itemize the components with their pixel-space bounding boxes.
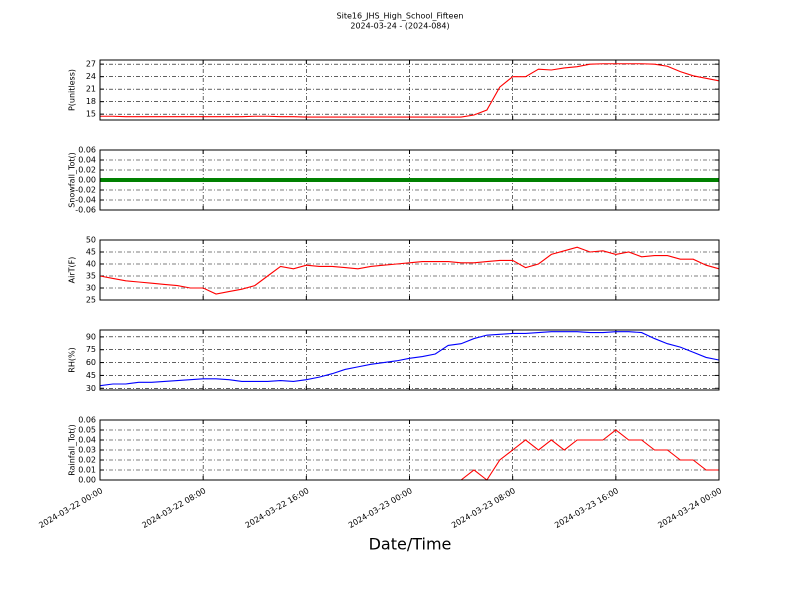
x-axis-label: Date/Time <box>369 535 452 554</box>
y-tick-label: 30 <box>86 284 96 293</box>
axes-frame <box>99 329 720 391</box>
x-tick-label: 2024-03-22 00:00 <box>37 486 104 530</box>
y-tick-label: 0.00 <box>78 476 96 485</box>
y-axis-label: RH(%) <box>68 347 77 372</box>
y-tick-label: 15 <box>86 110 96 119</box>
y-tick-label: -0.06 <box>75 206 96 215</box>
x-tick-label: 2024-03-22 16:00 <box>244 486 311 530</box>
axes-frame <box>99 59 720 121</box>
y-tick-label: -0.04 <box>75 196 96 205</box>
y-tick-label: 90 <box>86 332 96 341</box>
axes-frame <box>99 149 720 211</box>
y-tick-label: 0.01 <box>78 466 96 475</box>
axes-frame <box>99 239 720 301</box>
y-tick-label: 40 <box>86 260 96 269</box>
y-tick-label: 0.04 <box>78 156 96 165</box>
data-line <box>99 331 720 387</box>
y-tick-label: 0.04 <box>78 436 96 445</box>
y-tick-label: 0.06 <box>78 416 96 425</box>
y-tick-label: 27 <box>86 60 96 69</box>
x-tick-label: 2024-03-23 08:00 <box>450 486 517 530</box>
y-tick-label: 0.00 <box>78 176 96 185</box>
x-tick-label: 2024-03-24 00:00 <box>656 486 723 530</box>
y-axis-label: Rainfall_Tot() <box>68 424 77 476</box>
data-line <box>100 429 719 481</box>
y-tick-label: -0.02 <box>75 186 96 195</box>
y-tick-label: 75 <box>86 345 96 354</box>
chart-title: Site16_JHS_High_School_Fifteen <box>337 12 464 21</box>
y-tick-label: 60 <box>86 358 96 367</box>
axes-frame <box>99 419 720 481</box>
y-tick-label: 0.05 <box>78 426 96 435</box>
y-tick-label: 0.02 <box>78 456 96 465</box>
y-tick-label: 45 <box>86 371 96 380</box>
y-tick-label: 0.03 <box>78 446 96 455</box>
y-axis-label: AirT(F) <box>68 257 77 284</box>
y-tick-label: 50 <box>86 236 96 245</box>
y-tick-label: 30 <box>86 384 96 393</box>
data-line <box>99 246 720 295</box>
y-tick-label: 35 <box>86 272 96 281</box>
y-tick-label: 0.06 <box>78 146 96 155</box>
y-axis-label: P(unitless) <box>68 69 77 111</box>
y-tick-label: 45 <box>86 248 96 257</box>
y-tick-label: 21 <box>86 85 96 94</box>
x-tick-label: 2024-03-23 16:00 <box>553 486 620 530</box>
y-tick-label: 25 <box>86 296 96 305</box>
y-tick-label: 24 <box>86 72 96 81</box>
x-tick-label: 2024-03-23 00:00 <box>347 486 414 530</box>
y-tick-label: 18 <box>86 97 96 106</box>
data-line <box>100 63 720 118</box>
y-tick-label: 0.02 <box>78 166 96 175</box>
chart-subtitle: 2024-03-24 - (2024-084) <box>350 22 449 31</box>
x-tick-label: 2024-03-22 08:00 <box>140 486 207 530</box>
y-axis-label: Snowfall_Tot() <box>68 152 77 208</box>
